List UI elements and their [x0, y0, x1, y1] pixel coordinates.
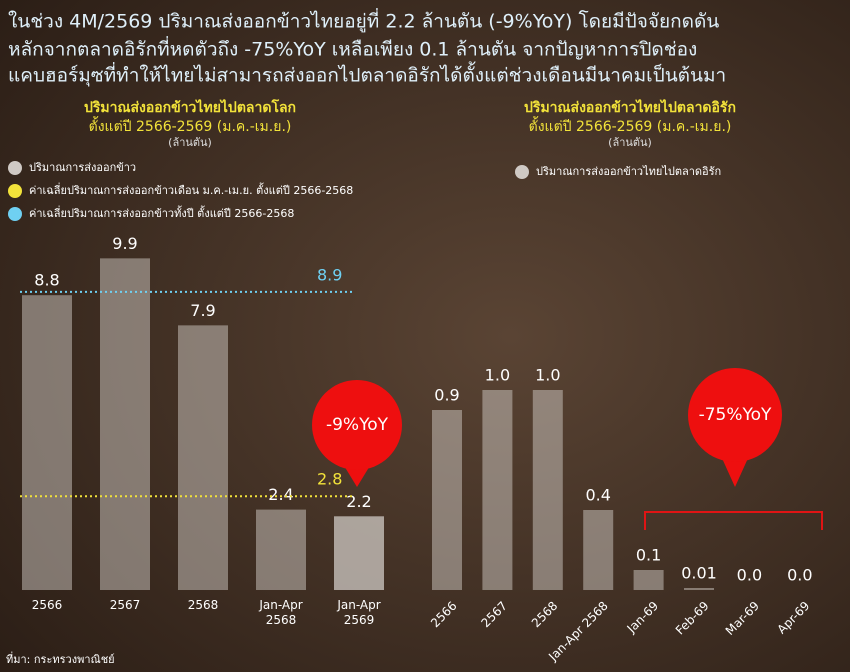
legend-marker — [8, 207, 22, 221]
value-label: 9.9 — [112, 234, 137, 253]
callout-text: -75%YoY — [699, 405, 772, 425]
x-tick-label: 2567 — [109, 598, 141, 612]
chart-subtitle: ตั้งแต่ปี 2566-2569 (ม.ค.-เม.ย.) — [89, 116, 292, 135]
x-tick-label: Jan-Apr 2568 — [259, 598, 303, 627]
value-label: 0.4 — [585, 486, 610, 505]
legend-label: ปริมาณการส่งออกข้าวไทยไปตลาดอิรัก — [536, 165, 721, 178]
x-label-box: 2567 — [109, 598, 141, 612]
bar — [633, 570, 664, 590]
value-label: 1.0 — [485, 366, 510, 385]
x-tick-label: Jan-Apr 2569 — [337, 598, 381, 627]
bar — [583, 510, 614, 590]
bar — [100, 258, 150, 590]
bar — [334, 516, 384, 590]
bar — [178, 325, 228, 590]
x-label-box: 2568 — [187, 598, 219, 612]
legend-label: ปริมาณการส่งออกข้าว — [29, 161, 136, 174]
bracket — [644, 511, 823, 530]
reference-label: 2.8 — [317, 470, 342, 489]
headline: แคบฮอร์มุซที่ทำให้ไทยไม่สามารถส่งออกไปตล… — [8, 62, 726, 88]
reference-label: 8.9 — [317, 265, 342, 284]
value-label: 8.8 — [34, 271, 59, 290]
unit: (ล้านตัน) — [168, 136, 212, 149]
value-label: 2.4 — [268, 485, 293, 504]
chart-title: ปริมาณส่งออกข้าวไทยไปตลาดโลก — [84, 98, 296, 116]
value-label: 7.9 — [190, 301, 215, 320]
value-label: 0.0 — [787, 566, 812, 585]
bar — [482, 390, 513, 590]
headline: หลักจากตลาดอิรักที่หดตัวถึง -75%YoY เหลื… — [8, 36, 697, 61]
callout-pointer — [343, 464, 371, 487]
x-label-box: 2566 — [31, 598, 63, 612]
bar — [432, 410, 462, 590]
legend-label: ค่าเฉลี่ยปริมาณการส่งออกข้าวทั้งปี ตั้งแ… — [29, 205, 294, 220]
callout — [312, 380, 402, 470]
bar — [684, 588, 714, 590]
x-label-box: Jan-Apr 2568 — [259, 598, 303, 627]
bar — [256, 509, 306, 590]
headline: ในช่วง 4M/2569 ปริมาณส่งออกข้าวไทยอยู่ที… — [8, 8, 719, 33]
chart-subtitle: ตั้งแต่ปี 2566-2569 (ม.ค.-เม.ย.) — [529, 116, 732, 135]
legend-marker — [8, 161, 22, 175]
unit: (ล้านตัน) — [608, 136, 652, 149]
chart-title: ปริมาณส่งออกข้าวไทยไปตลาดอิรัก — [524, 98, 736, 116]
x-tick-label: 2568 — [187, 598, 219, 612]
x-label-box: Jan-Apr 2569 — [337, 598, 381, 627]
value-label: 0.01 — [681, 564, 717, 583]
value-label: 0.0 — [737, 566, 762, 585]
callout-pointer — [721, 456, 749, 487]
legend-label: ค่าเฉลี่ยปริมาณการส่งออกข้าวเดือน ม.ค.-เ… — [29, 182, 353, 197]
value-label: 2.2 — [346, 492, 371, 511]
legend-marker — [8, 184, 22, 198]
x-tick-label: 2566 — [31, 598, 63, 612]
bar — [22, 295, 72, 590]
legend-marker — [515, 165, 529, 179]
value-label: 0.9 — [434, 386, 459, 405]
source: ที่มา: กระทรวงพาณิชย์ — [6, 651, 115, 666]
value-label: 0.1 — [636, 546, 661, 565]
callout — [688, 368, 782, 462]
bar — [532, 390, 563, 590]
value-label: 1.0 — [535, 366, 560, 385]
callout-text: -9%YoY — [326, 415, 389, 435]
